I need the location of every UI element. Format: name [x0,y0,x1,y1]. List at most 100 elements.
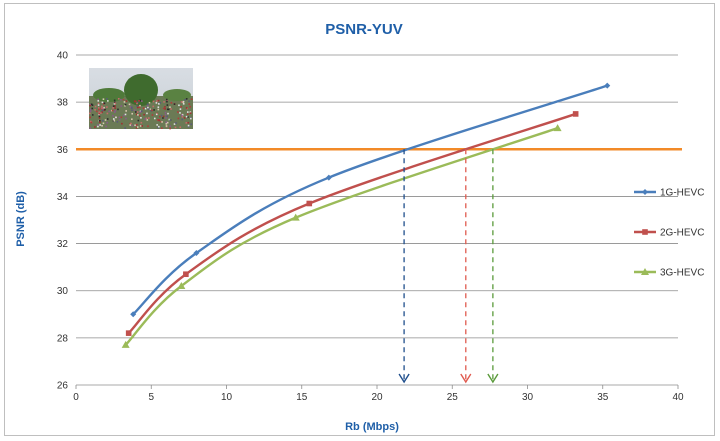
crowd-dot [187,121,190,124]
x-tick-label: 35 [597,392,609,403]
crowd-dot [180,105,183,108]
crowd-dot [94,109,96,111]
crowd-dot [101,119,104,122]
crowd-dot [102,122,105,125]
crowd-dot [178,104,180,107]
y-axis-ticks: 26 28 30 32 34 36 38 40 [57,51,69,392]
crowd-dot [114,102,117,105]
crowd-dot [97,98,99,101]
legend-marker [641,268,649,275]
crowd-dot [104,119,107,121]
crowd-dot [182,103,185,105]
thumbnail-bushes [93,88,125,102]
crowd-dot [101,111,103,113]
legend-label: 2G-HEVC [660,228,704,239]
legend-marker [642,189,648,195]
crowd-dot [136,111,139,113]
crowd-dot [90,121,93,124]
crowd-dot [166,121,169,124]
crowd-dot [147,104,149,107]
crowd-dot [151,109,153,112]
crowd-dot [158,103,160,105]
drop-arrowhead [487,373,499,384]
crowd-dot [98,107,100,109]
crowd-dot [169,106,171,108]
crowd-dot [146,106,148,109]
crowd-dot [114,101,116,104]
crowd-dot [140,121,143,124]
crowd-dot [156,119,159,121]
crowd-dot [111,109,114,112]
y-tick-label: 32 [57,239,69,250]
crowd-dot [166,115,168,118]
crowd-dot [97,100,100,102]
crowd-dot [146,119,149,121]
crowd-dot [146,103,149,106]
crowd-dot [173,123,176,125]
crowd-dot [89,120,92,123]
crowd-dot [162,107,165,110]
crowd-dot [101,105,103,108]
crowd-dot [177,117,180,120]
crowd-dot [98,112,101,115]
crowd-dot [129,106,132,108]
crowd-dot [124,113,127,116]
crowd-dot [189,111,192,113]
crowd-dot [120,98,122,101]
crowd-dot [166,108,169,111]
crowd-dot [95,110,98,113]
crowd-dot [165,98,168,101]
data-point [306,200,313,207]
crowd-dot [89,108,92,111]
crowd-dot [136,106,139,109]
crowd-dot [148,101,151,104]
crowd-dot [148,117,150,119]
x-axis-ticks: 0 5 10 15 20 25 30 35 40 [73,385,684,403]
crowd-dot [99,124,101,126]
crowd-dot [136,102,138,105]
crowd-dot [118,116,121,119]
crowd-dot [100,112,102,114]
crowd-dot [141,125,143,127]
crowd-dot [164,108,166,110]
crowd-dot [135,123,138,126]
crowd-dot [162,117,164,119]
crowd-dot [128,103,131,106]
crowd-dot [122,98,125,101]
x-tick-label: 30 [522,392,534,403]
crowd-dot [157,106,160,109]
crowd-dot [166,100,168,102]
crowd-dot [159,102,162,104]
crowd-dot [148,108,150,110]
crowd-dot [177,111,179,113]
legend-marker [642,229,648,235]
crowd-dot [165,123,168,125]
series-line-3G-HEVC [124,126,558,346]
crowd-dot [112,105,115,107]
crowd-dot [133,100,136,102]
crowd-dot [101,101,104,104]
crowd-dot [101,109,104,112]
crowd-dot [165,121,168,124]
crowd-dot [160,114,163,117]
crowd-dot [106,106,108,108]
crowd-dot [117,108,119,111]
crowd-dot [103,106,105,109]
crowd-dot [107,100,109,102]
data-point [183,271,189,278]
crowd-dot [170,108,172,110]
data-point [121,340,130,348]
crowd-dot [101,124,103,127]
crowd-dot [157,108,160,111]
crowd-dot [110,109,113,112]
crowd-dot [98,108,100,111]
crowd-dot [131,112,133,115]
crowd-dot [102,107,104,110]
crowd-dot [98,111,100,114]
series-line-1G-HEVC [132,84,608,316]
crowd-dot [91,114,94,116]
crowd-dot [169,119,172,121]
crowd-dot [140,116,142,119]
crowd-photo-thumbnail [89,68,193,130]
data-point [291,213,300,221]
